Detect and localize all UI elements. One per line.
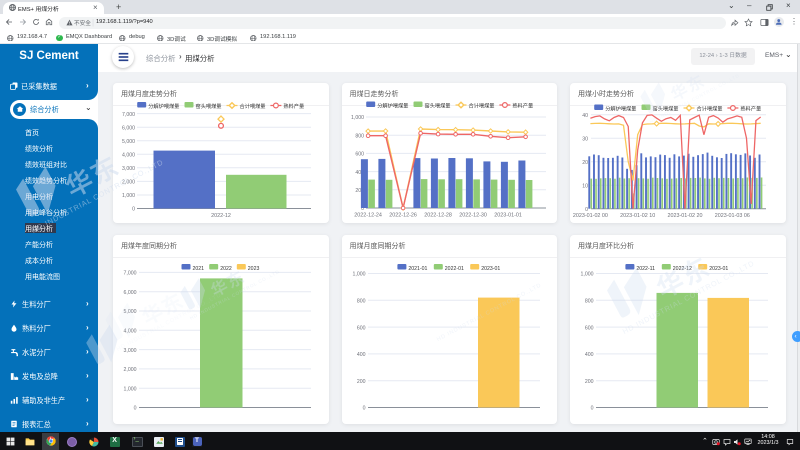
svg-text:0: 0	[132, 207, 135, 213]
svg-text:2022-01: 2022-01	[444, 266, 463, 272]
svg-text:400: 400	[356, 352, 365, 358]
svg-text:400: 400	[585, 352, 594, 358]
svg-text:2023-01: 2023-01	[709, 266, 728, 272]
svg-text:窑头喂煤量: 窑头喂煤量	[196, 102, 222, 110]
svg-text:200: 200	[355, 188, 364, 194]
svg-text:2022-12-26: 2022-12-26	[389, 213, 417, 219]
svg-text:800: 800	[356, 299, 365, 305]
svg-text:2023-01-02 20: 2023-01-02 20	[667, 213, 702, 219]
svg-text:2023-01: 2023-01	[481, 266, 500, 272]
svg-text:2023: 2023	[248, 266, 260, 272]
svg-text:4,000: 4,000	[122, 153, 135, 159]
svg-text:0: 0	[591, 406, 594, 412]
svg-text:3,000: 3,000	[124, 348, 137, 354]
svg-text:200: 200	[585, 379, 594, 385]
svg-text:2022-12: 2022-12	[211, 213, 231, 219]
svg-text:合计喂煤量: 合计喂煤量	[240, 102, 266, 110]
svg-text:1,000: 1,000	[352, 272, 365, 278]
svg-text:2022-12-28: 2022-12-28	[424, 213, 452, 219]
svg-text:800: 800	[355, 133, 364, 139]
svg-text:2022-12: 2022-12	[673, 266, 692, 272]
svg-text:2022-12-30: 2022-12-30	[459, 213, 487, 219]
svg-text:窑头喂煤量: 窑头喂煤量	[424, 101, 450, 109]
svg-text:0: 0	[362, 406, 365, 412]
svg-text:200: 200	[356, 379, 365, 385]
svg-text:分解炉喂煤量: 分解炉喂煤量	[148, 102, 179, 110]
svg-text:0: 0	[585, 207, 588, 213]
svg-text:1,000: 1,000	[122, 193, 135, 199]
svg-text:6,000: 6,000	[124, 290, 137, 296]
svg-text:2023-01-02 10: 2023-01-02 10	[620, 213, 655, 219]
svg-text:熟料产量: 熟料产量	[512, 101, 533, 109]
svg-text:合计喂煤量: 合计喂煤量	[468, 101, 494, 109]
svg-text:窑头喂煤量: 窑头喂煤量	[653, 104, 679, 112]
svg-text:30: 30	[582, 136, 588, 142]
svg-text:6,000: 6,000	[122, 125, 135, 131]
svg-text:2,000: 2,000	[122, 180, 135, 186]
svg-text:1,000: 1,000	[581, 272, 594, 278]
svg-text:400: 400	[355, 170, 364, 176]
svg-text:0: 0	[134, 406, 137, 412]
svg-text:0: 0	[361, 206, 364, 212]
svg-text:5,000: 5,000	[124, 309, 137, 315]
svg-text:2021-01: 2021-01	[408, 266, 427, 272]
svg-text:2023-01-02 00: 2023-01-02 00	[573, 213, 608, 219]
svg-text:2022-11: 2022-11	[636, 266, 655, 272]
svg-text:分解炉喂煤量: 分解炉喂煤量	[605, 104, 636, 112]
svg-text:3,000: 3,000	[122, 166, 135, 172]
svg-text:7,000: 7,000	[122, 112, 135, 118]
svg-text:10: 10	[582, 183, 588, 189]
svg-text:600: 600	[356, 325, 365, 331]
svg-text:2,000: 2,000	[124, 367, 137, 373]
svg-text:2023-01-01: 2023-01-01	[494, 213, 522, 219]
svg-text:7,000: 7,000	[124, 271, 137, 277]
svg-text:1,000: 1,000	[351, 115, 364, 121]
svg-text:2021: 2021	[193, 266, 205, 272]
svg-text:40: 40	[582, 113, 588, 119]
svg-text:5,000: 5,000	[122, 139, 135, 145]
svg-text:合计喂煤量: 合计喂煤量	[697, 104, 723, 112]
svg-text:800: 800	[585, 299, 594, 305]
svg-text:2022: 2022	[220, 266, 232, 272]
svg-text:熟料产量: 熟料产量	[283, 102, 304, 110]
svg-text:分解炉喂煤量: 分解炉喂煤量	[377, 101, 408, 109]
svg-text:2023-01-03 06: 2023-01-03 06	[715, 213, 750, 219]
svg-text:4,000: 4,000	[124, 329, 137, 335]
svg-text:600: 600	[355, 152, 364, 158]
svg-text:20: 20	[582, 160, 588, 166]
svg-text:1,000: 1,000	[124, 386, 137, 392]
svg-text:2022-12-24: 2022-12-24	[354, 213, 382, 219]
svg-text:600: 600	[585, 325, 594, 331]
svg-text:熟料产量: 熟料产量	[740, 104, 761, 112]
